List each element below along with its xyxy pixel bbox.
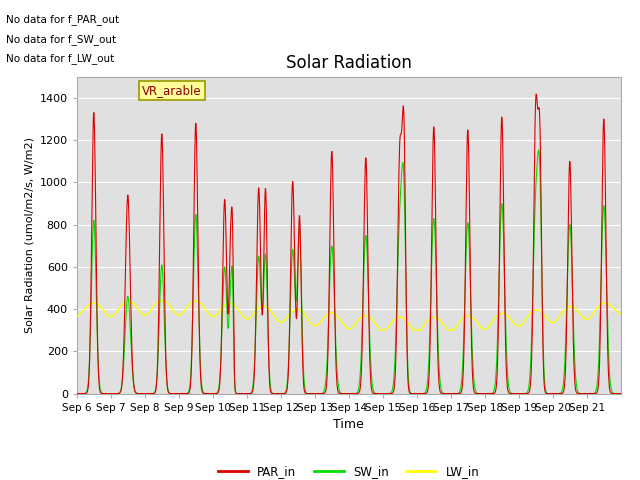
Legend: PAR_in, SW_in, LW_in: PAR_in, SW_in, LW_in [214, 460, 484, 480]
Text: No data for f_PAR_out: No data for f_PAR_out [6, 14, 120, 25]
X-axis label: Time: Time [333, 418, 364, 431]
Text: No data for f_LW_out: No data for f_LW_out [6, 53, 115, 64]
Text: No data for f_SW_out: No data for f_SW_out [6, 34, 116, 45]
Y-axis label: Solar Radiation (umol/m2/s, W/m2): Solar Radiation (umol/m2/s, W/m2) [24, 137, 34, 333]
Title: Solar Radiation: Solar Radiation [286, 54, 412, 72]
Text: VR_arable: VR_arable [142, 84, 202, 97]
